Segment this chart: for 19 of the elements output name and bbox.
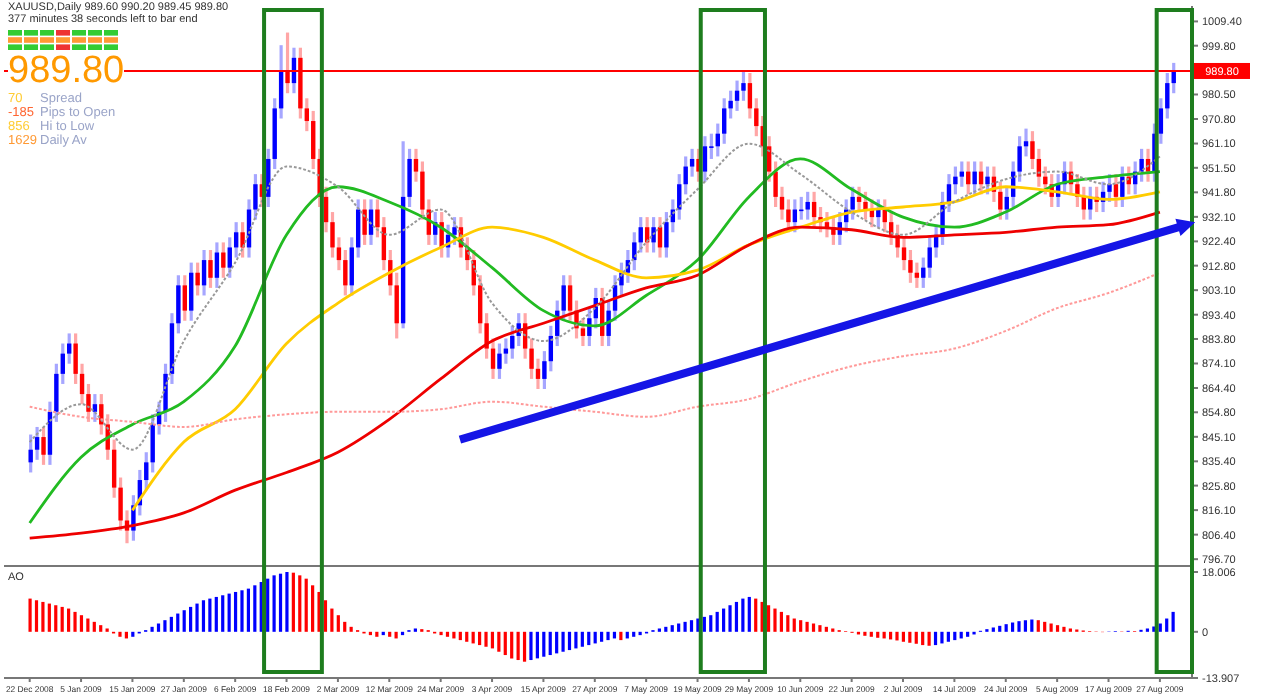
candlestick	[619, 261, 624, 298]
candlestick	[41, 425, 46, 467]
candlestick	[908, 248, 913, 285]
line-series	[28, 210, 1162, 540]
candlestick	[985, 164, 990, 196]
candlestick	[375, 197, 380, 239]
candlestick	[330, 210, 335, 260]
line-series	[28, 157, 1162, 525]
candlestick	[163, 362, 168, 424]
candlestick	[741, 68, 746, 103]
annotation: 989.80	[8, 50, 125, 92]
candlestick	[651, 215, 656, 255]
candlestick	[529, 336, 534, 381]
candlestick	[407, 147, 412, 209]
candlestick	[86, 382, 91, 424]
candlestick	[253, 172, 258, 222]
candlestick	[1030, 129, 1035, 171]
candlestick	[497, 341, 502, 381]
candlestick	[208, 248, 213, 290]
